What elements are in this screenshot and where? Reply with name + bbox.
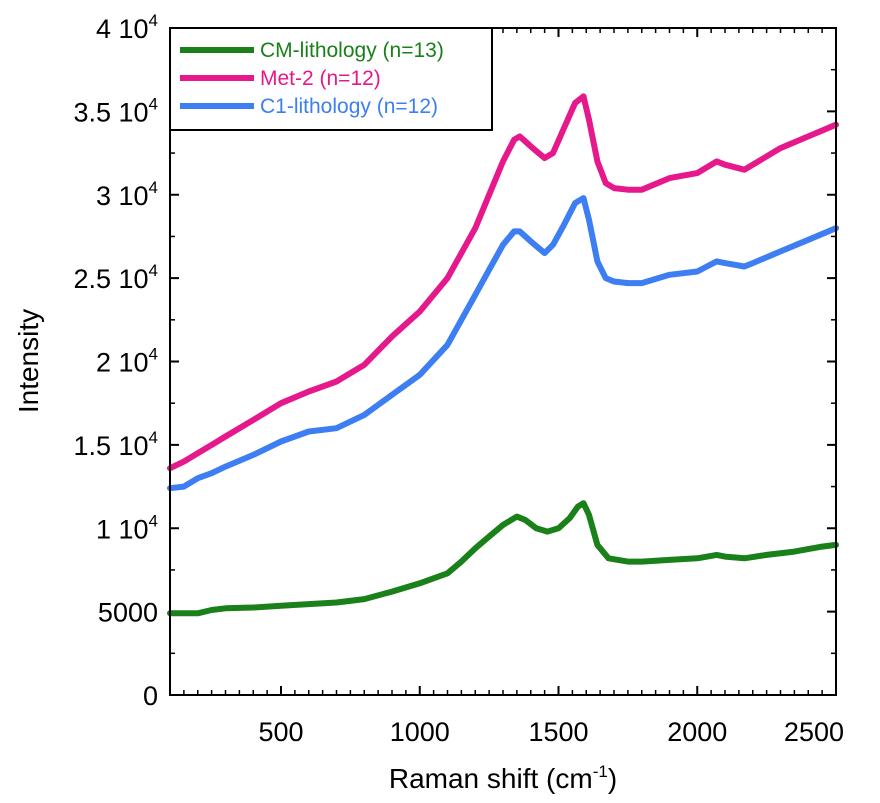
y-tick-label: 3.5 104 bbox=[73, 94, 158, 127]
y-tick-label: 1.5 104 bbox=[73, 428, 158, 461]
x-tick-label: 1500 bbox=[528, 717, 588, 747]
y-tick-label: 5000 bbox=[98, 598, 158, 628]
x-tick-label: 2500 bbox=[784, 717, 844, 747]
x-axis-tick-labels: 500 1000 1500 2000 2500 bbox=[258, 717, 844, 747]
y-tick-label: 1 104 bbox=[96, 511, 158, 544]
x-tick-label: 2000 bbox=[667, 717, 727, 747]
y-tick-label: 3 104 bbox=[96, 178, 158, 211]
series-lines bbox=[167, 93, 839, 617]
y-axis-tick-labels: 0 5000 1 104 1.5 104 2 104 2.5 104 3 104 3.5 10… bbox=[73, 11, 158, 711]
x-axis-title-superscript: -1 bbox=[593, 762, 608, 781]
plot-frame bbox=[169, 27, 837, 696]
x-axis-title-main: Raman shift (cm bbox=[389, 763, 593, 794]
legend-label: Met-2 (n=12) bbox=[260, 67, 381, 90]
series-line-1 bbox=[167, 500, 839, 617]
y-tick-label: 2.5 104 bbox=[73, 261, 158, 294]
y-tick-label: 0 bbox=[143, 681, 158, 711]
legend-label: C1-lithology (n=12) bbox=[260, 95, 438, 118]
y-axis-title: Intensity bbox=[13, 309, 44, 413]
x-tick-label: 500 bbox=[258, 717, 303, 747]
y-tick-label: 2 104 bbox=[96, 345, 158, 378]
legend: CM-lithology (n=13) Met-2 (n=12) C1-lithol… bbox=[169, 27, 493, 131]
x-axis-title-close: ) bbox=[608, 763, 617, 794]
series-line-2 bbox=[167, 93, 839, 472]
legend-label: CM-lithology (n=13) bbox=[260, 39, 444, 62]
x-axis-title: Raman shift (cm-1) bbox=[389, 762, 617, 794]
series-line-3 bbox=[167, 195, 839, 492]
x-tick-label: 1000 bbox=[390, 717, 450, 747]
y-tick-label: 4 104 bbox=[96, 11, 158, 44]
